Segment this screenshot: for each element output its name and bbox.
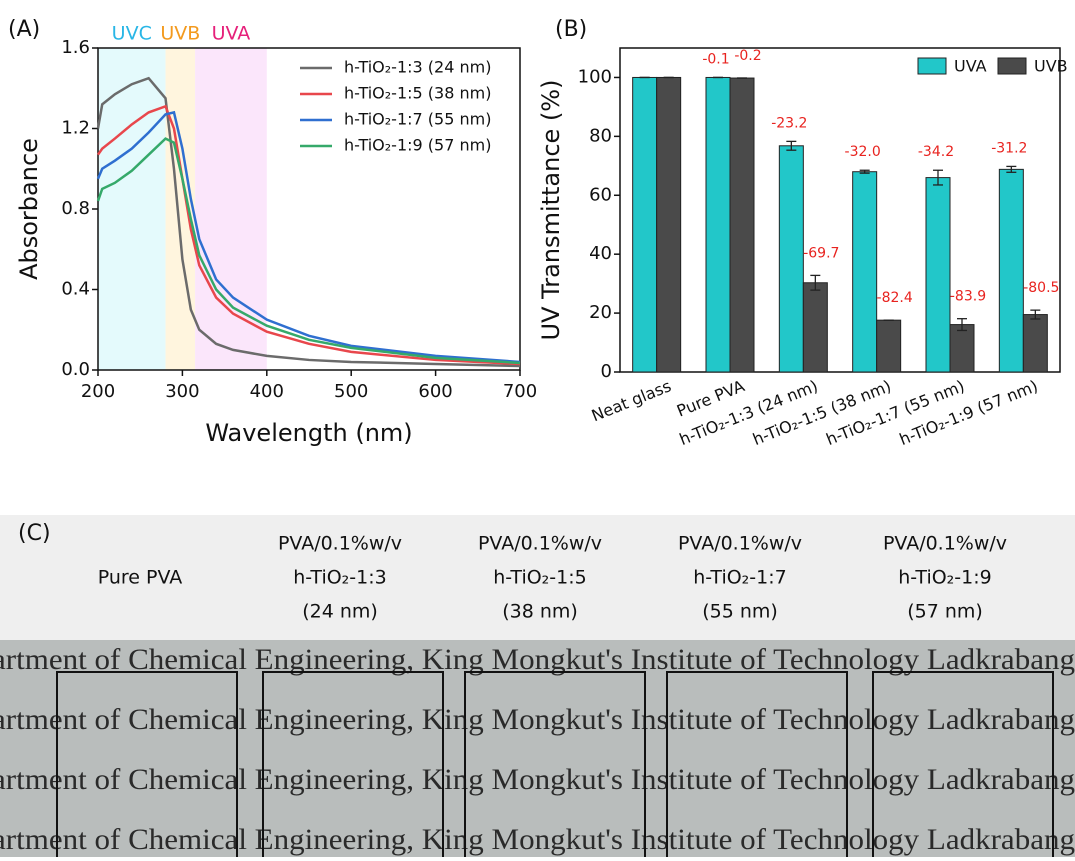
x-tick-label: 200 xyxy=(81,381,115,402)
panel-label: (B) xyxy=(555,17,587,42)
legend-label: UVB xyxy=(1034,57,1068,76)
bar xyxy=(998,168,1024,373)
y-tick-label: 0.8 xyxy=(61,198,90,219)
legend-swatch xyxy=(997,57,1027,75)
column-header: (38 nm) xyxy=(502,601,578,623)
bar xyxy=(925,177,951,373)
column-header: h-TiO₂-1:5 xyxy=(493,567,586,589)
legend-label: h-TiO₂-1:7 (55 nm) xyxy=(344,110,491,129)
photo-text: artment of Chemical Engineering, King Mo… xyxy=(0,643,1075,676)
column-header: PVA/0.1%w/v xyxy=(678,533,802,555)
sample-box xyxy=(464,671,646,861)
column-header: h-TiO₂-1:7 xyxy=(693,567,786,589)
error-bar xyxy=(786,140,797,151)
uv-region xyxy=(98,48,166,370)
region-label: UVB xyxy=(160,23,200,45)
x-axis-label: Wavelength (nm) xyxy=(205,419,412,447)
y-tick-label: 0.0 xyxy=(61,359,90,380)
change-label: -80.5 xyxy=(1023,280,1059,296)
bar xyxy=(729,77,755,373)
column-header: Pure PVA xyxy=(98,567,183,589)
legend-label: UVA xyxy=(954,57,987,76)
y-tick-label: 100 xyxy=(578,66,612,87)
legend-swatch xyxy=(917,57,947,75)
y-tick-label: 20 xyxy=(589,302,612,323)
y-axis-label: UV Transmittance (%) xyxy=(537,80,565,341)
series-line xyxy=(96,104,521,366)
panel-label: (C) xyxy=(18,521,51,546)
column-header: PVA/0.1%w/v xyxy=(478,533,602,555)
sample-box xyxy=(262,671,444,861)
error-bar xyxy=(810,274,821,291)
y-tick-label: 60 xyxy=(589,184,612,205)
column-header: PVA/0.1%w/v xyxy=(883,533,1007,555)
y-tick-label: 1.2 xyxy=(61,118,90,139)
region-label: UVA xyxy=(212,23,251,45)
y-tick-label: 0.4 xyxy=(61,279,90,300)
x-tick-label: 300 xyxy=(165,381,199,402)
sample-box xyxy=(872,671,1054,861)
y-tick-label: 80 xyxy=(589,125,612,146)
photo-text: artment of Chemical Engineering, King Mo… xyxy=(0,703,1075,736)
x-tick-label: 500 xyxy=(334,381,368,402)
bar xyxy=(778,145,804,373)
change-label: -32.0 xyxy=(845,144,881,160)
photo-text: artment of Chemical Engineering, King Mo… xyxy=(0,763,1075,796)
bar xyxy=(876,319,902,373)
column-header: (57 nm) xyxy=(907,601,983,623)
x-tick-label: Neat glass xyxy=(589,376,674,425)
legend-label: h-TiO₂-1:9 (57 nm) xyxy=(344,136,491,155)
change-label: -82.4 xyxy=(877,290,913,306)
plot-frame xyxy=(97,47,521,371)
column-header: (24 nm) xyxy=(302,601,378,623)
y-tick-label: 40 xyxy=(589,243,612,264)
x-tick-label: 600 xyxy=(418,381,452,402)
bar xyxy=(1022,314,1048,373)
change-label: -0.2 xyxy=(734,48,761,64)
panel-label: (A) xyxy=(8,17,40,42)
legend-label: h-TiO₂-1:3 (24 nm) xyxy=(344,58,491,77)
change-label: -31.2 xyxy=(991,140,1027,156)
change-label: -69.7 xyxy=(803,245,839,261)
photo-text: artment of Chemical Engineering, King Mo… xyxy=(0,823,1075,856)
sample-boxes xyxy=(56,671,1054,861)
error-bar xyxy=(933,169,943,186)
column-header: h-TiO₂-1:9 xyxy=(898,567,991,589)
sample-box xyxy=(56,671,238,861)
bar xyxy=(949,324,975,373)
series-line xyxy=(96,76,521,368)
sample-box xyxy=(666,671,848,861)
bar xyxy=(705,76,731,373)
y-axis-label: Absorbance xyxy=(15,138,43,280)
region-label: UVC xyxy=(112,23,152,45)
y-tick-label: 1.6 xyxy=(61,37,90,58)
photo xyxy=(0,640,1075,857)
bar xyxy=(656,76,682,373)
bar xyxy=(802,282,828,373)
column-header: PVA/0.1%w/v xyxy=(278,533,402,555)
bar xyxy=(852,171,878,373)
x-tick-label: 700 xyxy=(503,381,537,402)
series-line xyxy=(96,137,521,365)
plot-frame xyxy=(619,47,1061,373)
column-header: (55 nm) xyxy=(702,601,778,623)
error-bar xyxy=(859,169,870,174)
uv-region xyxy=(195,48,267,370)
change-label: -83.9 xyxy=(950,289,986,305)
table-header-band xyxy=(0,515,1075,640)
uv-region xyxy=(165,48,196,370)
column-header: h-TiO₂-1:3 xyxy=(293,567,386,589)
legend-label: h-TiO₂-1:5 (38 nm) xyxy=(344,84,491,103)
y-tick-label: 0 xyxy=(601,361,612,382)
change-label: -34.2 xyxy=(918,144,954,160)
series-line xyxy=(96,110,521,364)
x-tick-label: 400 xyxy=(250,381,284,402)
error-bar xyxy=(1006,165,1017,173)
change-label: -0.1 xyxy=(702,51,729,67)
error-bar xyxy=(1030,309,1041,320)
error-bar xyxy=(957,318,967,332)
change-label: -23.2 xyxy=(771,115,807,131)
bar xyxy=(632,76,658,373)
